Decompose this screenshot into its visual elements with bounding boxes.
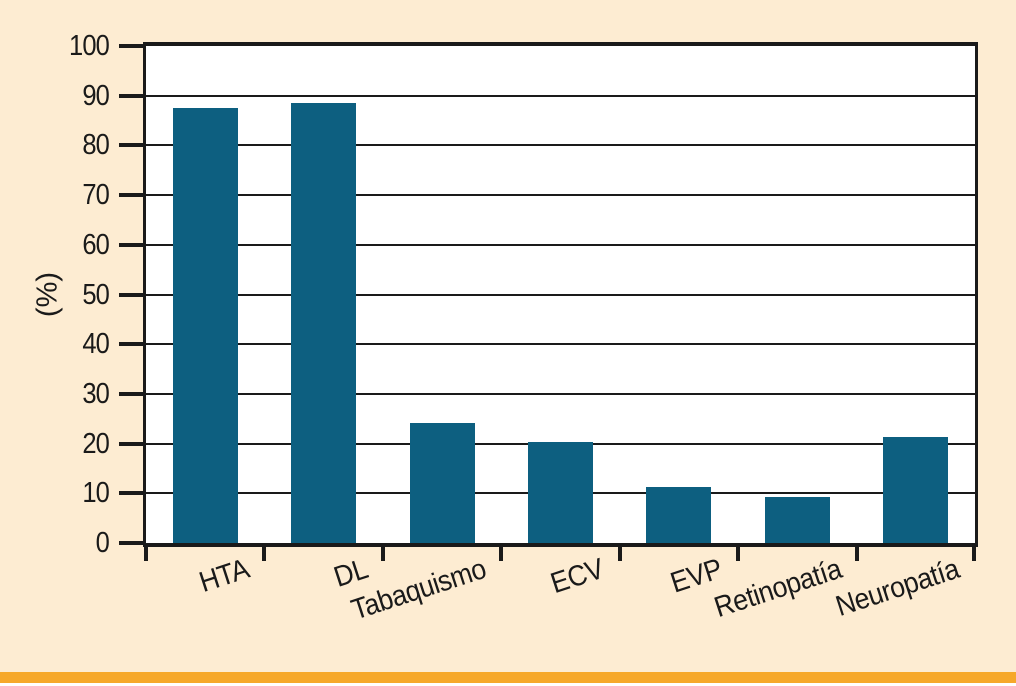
- x-tick-3: [499, 543, 504, 561]
- gridline-60: [146, 243, 975, 246]
- y-tick-label-0: 0: [95, 527, 110, 559]
- y-tick-label-50: 50: [82, 278, 110, 311]
- y-tick-label-40: 40: [82, 328, 110, 361]
- x-tick-1: [262, 543, 267, 561]
- bar-EVP: [646, 486, 712, 543]
- y-tick-label-60: 60: [82, 228, 110, 261]
- y-tick-label-80: 80: [82, 129, 110, 162]
- bar-Tabaquismo: [409, 422, 475, 543]
- y-tick-label-10: 10: [82, 477, 110, 510]
- x-tick-6: [854, 543, 859, 561]
- footer-accent-bar: [0, 672, 1016, 683]
- gridline-90: [146, 94, 975, 97]
- y-tick-100: [119, 44, 143, 48]
- y-tick-90: [119, 93, 143, 98]
- y-tick-20: [119, 441, 143, 446]
- y-tick-10: [119, 491, 143, 496]
- y-tick-label-70: 70: [82, 179, 110, 212]
- y-tick-label-30: 30: [82, 377, 110, 410]
- y-tick-50: [119, 292, 143, 297]
- y-tick-60: [119, 242, 143, 247]
- gridline-40: [146, 343, 975, 346]
- y-tick-80: [119, 143, 143, 148]
- bar-HTA: [172, 108, 238, 543]
- bar-ECV: [528, 442, 593, 543]
- y-tick-label-100: 100: [69, 30, 110, 62]
- y-tick-30: [119, 391, 143, 396]
- bar-Retinopatía: [764, 496, 830, 543]
- y-tick-40: [119, 342, 143, 347]
- bar-DL: [291, 103, 357, 543]
- x-tick-2: [380, 543, 385, 561]
- x-tick-5: [736, 543, 741, 561]
- x-tick-7: [972, 543, 976, 561]
- y-tick-label-20: 20: [82, 427, 110, 460]
- y-tick-70: [119, 193, 143, 198]
- chart-plot-area: [143, 42, 978, 547]
- gridline-50: [146, 293, 975, 296]
- gridline-80: [146, 144, 975, 147]
- x-tick-4: [617, 543, 622, 561]
- bar-Neuropatía: [883, 437, 949, 543]
- y-tick-0: [119, 541, 143, 545]
- gridline-30: [146, 392, 975, 395]
- x-tick-0: [144, 543, 148, 561]
- gridline-70: [146, 194, 975, 197]
- y-tick-label-90: 90: [82, 79, 110, 112]
- chart-plot-inner: [146, 46, 975, 543]
